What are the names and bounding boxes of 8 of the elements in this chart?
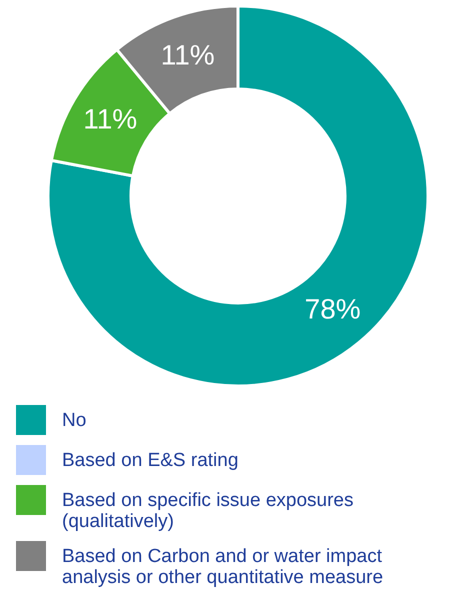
donut-slice <box>46 4 430 388</box>
legend-label: No <box>62 410 86 431</box>
data-label: 11% <box>83 103 138 134</box>
legend-label: Based on Carbon and or water impact analysis or other quantitative measure <box>62 546 384 588</box>
data-label: 78% <box>304 293 361 324</box>
legend-label: Based on E&S rating <box>62 450 238 471</box>
data-label: 11% <box>160 39 215 70</box>
legend-label: Based on specific issue exposures (qualitatively) <box>62 490 354 532</box>
